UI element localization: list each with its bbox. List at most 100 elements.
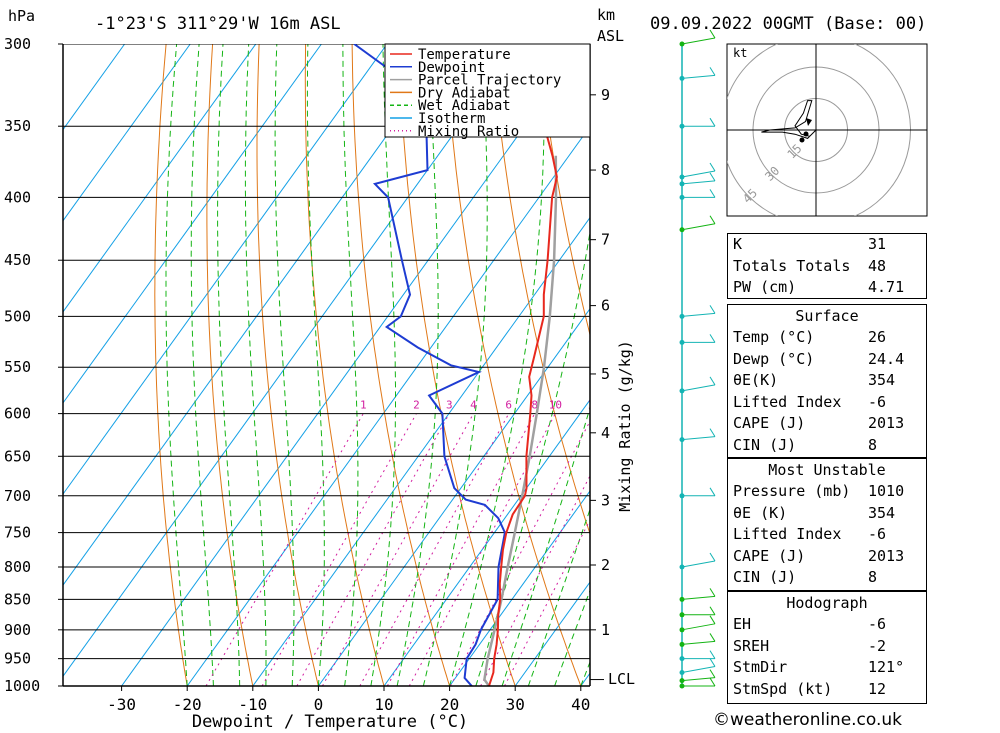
surface-row: Dewp (°C) 24.4	[733, 349, 905, 368]
indices-panel: K 31 Totals Totals 48 PW (cm) 4.71	[727, 233, 927, 299]
hpa-unit-label: hPa	[8, 7, 35, 25]
hodograph-row: EH -6	[733, 615, 887, 633]
wind-barb-flag	[709, 677, 716, 687]
wind-barb-staff	[681, 623, 716, 631]
isotherm-line	[63, 44, 322, 404]
wind-barb-staff	[681, 170, 716, 178]
mixing-ratio-line	[261, 413, 417, 686]
wind-barb-staff	[681, 666, 716, 673]
sounding-profiles	[353, 44, 558, 686]
pressure-tick-label: 350	[4, 117, 31, 135]
isotherm-line	[63, 44, 257, 313]
isotherm-line	[121, 44, 585, 686]
dewpoint-line	[353, 44, 506, 686]
location-label: -1°23'S 311°29'W 16m ASL	[95, 14, 341, 34]
wind-barb-flag	[709, 162, 716, 172]
mixing-ratio-label: 15	[587, 399, 600, 412]
wind-barb-flag	[709, 650, 716, 659]
wind-barb-flag	[709, 189, 716, 198]
surface-row: Lifted Index -6	[733, 392, 887, 411]
hodograph-panel: Hodograph EH -6 SREH -2 StmDir 121° StmSpd …	[727, 591, 927, 704]
lcl-label: LCL	[608, 670, 635, 688]
dry-adiabat-line	[957, 44, 1000, 686]
legend-entry: Isotherm	[418, 111, 485, 127]
hodograph-row: StmSpd (kt) 12	[733, 679, 887, 698]
most-unstable-row: Pressure (mb) 1010	[733, 482, 905, 500]
temperature-tick-label: 10	[374, 695, 393, 714]
mixing-ratio-label: 4	[470, 399, 477, 412]
mixing-ratio-axis-label: Mixing Ratio (g/kg)	[616, 340, 634, 512]
wind-barb-flag	[709, 172, 716, 182]
wind-barb-flag	[709, 552, 716, 562]
mixing-ratio-label: 25	[638, 399, 651, 412]
height-tick-label: 6	[601, 297, 610, 315]
wind-barb-staff	[681, 436, 716, 441]
pressure-tick-label: 300	[4, 35, 31, 53]
isotherm-line	[63, 44, 519, 678]
wet-adiabat-line	[501, 405, 590, 686]
wet-adiabat-line	[165, 44, 188, 686]
x-axis-label: Dewpoint / Temperature (°C)	[192, 712, 468, 732]
index-row: Totals Totals 48	[733, 256, 887, 275]
height-tick-label: 1	[601, 621, 610, 639]
mixing-ratio-label: 10	[549, 399, 562, 412]
dry-adiabat-line	[351, 44, 451, 686]
dry-adiabat-line	[444, 44, 582, 686]
wind-barb-staff	[681, 384, 716, 392]
pressure-tick-label: 500	[4, 307, 31, 325]
copyright-footer[interactable]: ©weatheronline.co.uk	[713, 710, 903, 730]
isotherm-line	[449, 490, 590, 686]
wind-barb-flag	[709, 67, 716, 76]
pressure-tick-label: 650	[4, 447, 31, 465]
most-unstable-row: Lifted Index -6	[733, 525, 887, 543]
surface-title: Surface	[795, 307, 859, 325]
wind-barb-staff	[681, 74, 716, 79]
temperature-tick-label: 40	[571, 695, 590, 714]
wind-barb-staff	[681, 560, 716, 568]
parcel-trajectory-line	[483, 155, 558, 686]
wind-barb-flag	[709, 334, 716, 343]
hodograph-title: Hodograph	[728, 591, 926, 614]
mixing-ratio-label: 1	[360, 399, 367, 412]
surface-row: CIN (J) 8	[733, 435, 878, 454]
temperature-tick-label: -20	[173, 695, 202, 714]
height-tick-label: 5	[601, 365, 610, 383]
hodograph-point	[799, 137, 805, 143]
background-lines: 1 2 3 4 6 8 10 15 20 25	[63, 44, 1000, 686]
height-tick-label: 3	[601, 491, 610, 509]
mixing-ratio-line	[321, 413, 474, 686]
most-unstable-panel: Most Unstable Pressure (mb) 1010 θE (K) 35…	[727, 458, 927, 591]
pressure-tick-label: 700	[4, 487, 31, 505]
legend-entry: Dewpoint	[418, 60, 485, 76]
wind-barb-flag	[709, 117, 716, 127]
dry-adiabat-line	[154, 44, 188, 686]
mixing-ratio-line	[359, 413, 510, 686]
wind-barbs	[679, 29, 716, 689]
wet-adiabat-line	[217, 44, 241, 686]
temperature-line	[488, 44, 558, 686]
most-unstable-row: CAPE (J) 2013	[733, 546, 905, 565]
isotherm-line	[383, 399, 590, 686]
wind-barb-staff	[681, 37, 716, 45]
datetime-label: 09.09.2022 00GMT (Base: 00)	[650, 14, 926, 34]
wind-barb-flag	[709, 669, 716, 678]
wet-adiabat-line	[342, 44, 359, 686]
surface-row: Temp (°C) 26	[733, 328, 887, 346]
index-row: K 31	[733, 235, 887, 253]
mixing-ratio-line	[449, 420, 590, 686]
hodograph-point	[803, 131, 809, 137]
pressure-tick-label: 800	[4, 558, 31, 576]
hodograph-row: SREH -2	[733, 636, 887, 655]
mixing-ratio-line	[205, 413, 364, 686]
pressure-tick-label: 750	[4, 524, 31, 542]
pressure-tick-label: 550	[4, 358, 31, 376]
wind-barb-staff	[681, 677, 716, 682]
surface-panel: Surface Temp (°C) 26 Dewp (°C) 24.4 θE(K) 3…	[727, 304, 927, 458]
temperature-tick-label: 20	[440, 695, 459, 714]
temperature-tick-label: 0	[314, 695, 324, 714]
temperature-tick-label: 30	[506, 695, 525, 714]
isotherm-line	[186, 125, 590, 686]
pressure-tick-label: 450	[4, 251, 31, 269]
